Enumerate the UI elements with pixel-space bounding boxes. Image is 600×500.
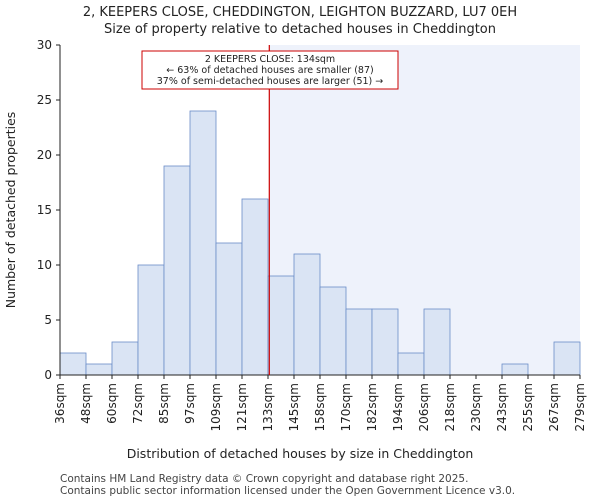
bar-170sqm [345, 308, 373, 376]
chart-title: 2, KEEPERS CLOSE, CHEDDINGTON, LEIGHTON … [83, 5, 517, 20]
x-tick-label-194sqm: 194sqm [391, 383, 405, 431]
chart-subtitle: Size of property relative to detached ho… [104, 22, 496, 37]
y-axis-label: Number of detached properties [3, 112, 18, 309]
x-tick-label-97sqm: 97sqm [183, 383, 197, 424]
annotation-box: 2 KEEPERS CLOSE: 134sqm ← 63% of detache… [141, 50, 399, 90]
x-tick-label-72sqm: 72sqm [131, 383, 145, 424]
footer-line-2: Contains public sector information licen… [60, 485, 515, 497]
bar-72sqm [137, 264, 165, 376]
x-tick-label-60sqm: 60sqm [105, 383, 119, 424]
x-tick-label-267sqm: 267sqm [547, 383, 561, 431]
y-tick-label: 5 [44, 313, 52, 327]
x-tick-label-48sqm: 48sqm [79, 383, 93, 424]
y-tick-label: 0 [44, 368, 52, 382]
bars [59, 110, 581, 376]
x-ticks: 36sqm 48sqm 60sqm 72sqm 85sqm 97sqm 109sqm 121s… [53, 375, 587, 431]
bar-48sqm [85, 363, 113, 376]
bar-36sqm [59, 352, 87, 376]
x-tick-label-230sqm: 230sqm [469, 383, 483, 431]
footer-line-1: Contains HM Land Registry data © Crown c… [60, 473, 468, 485]
bar-182sqm [371, 308, 399, 376]
annotation-line-3: 37% of semi-detached houses are larger (… [157, 76, 384, 87]
bar-145sqm [293, 253, 321, 376]
x-tick-label-145sqm: 145sqm [287, 383, 301, 431]
annotation-line-2: ← 63% of detached houses are smaller (87… [166, 65, 373, 76]
y-tick-label: 15 [37, 203, 52, 217]
x-tick-label-182sqm: 182sqm [365, 383, 379, 431]
bar-194sqm [397, 352, 425, 376]
x-tick-label-243sqm: 243sqm [495, 383, 509, 431]
x-tick-label-218sqm: 218sqm [443, 383, 457, 431]
y-tick-label: 20 [37, 148, 52, 162]
y-ticks: 0 5 10 15 20 25 30 [37, 38, 60, 382]
annotation-line-1: 2 KEEPERS CLOSE: 134sqm [205, 54, 335, 65]
bar-85sqm [163, 165, 191, 376]
x-tick-label-36sqm: 36sqm [53, 383, 67, 424]
x-tick-label-109sqm: 109sqm [209, 383, 223, 431]
bar-206sqm [423, 308, 451, 376]
bar-121sqm [241, 198, 269, 376]
bar-109sqm [215, 242, 243, 376]
x-axis-label: Distribution of detached houses by size … [127, 446, 474, 461]
bar-97sqm [189, 110, 217, 376]
y-tick-label: 25 [37, 93, 52, 107]
bar-158sqm [319, 286, 347, 376]
y-tick-label: 30 [37, 38, 52, 52]
x-tick-label-255sqm: 255sqm [521, 383, 535, 431]
x-tick-label-279sqm: 279sqm [573, 383, 587, 431]
x-tick-label-133sqm: 133sqm [261, 383, 275, 431]
bar-267sqm [553, 341, 581, 376]
x-tick-label-158sqm: 158sqm [313, 383, 327, 431]
x-tick-label-121sqm: 121sqm [235, 383, 249, 431]
x-tick-label-170sqm: 170sqm [339, 383, 353, 431]
bar-60sqm [111, 341, 139, 376]
bar-243sqm [501, 363, 529, 376]
x-tick-label-206sqm: 206sqm [417, 383, 431, 431]
annotation-box-border [141, 50, 399, 90]
bar-133sqm [267, 275, 295, 376]
x-tick-label-85sqm: 85sqm [157, 383, 171, 424]
y-tick-label: 10 [37, 258, 52, 272]
